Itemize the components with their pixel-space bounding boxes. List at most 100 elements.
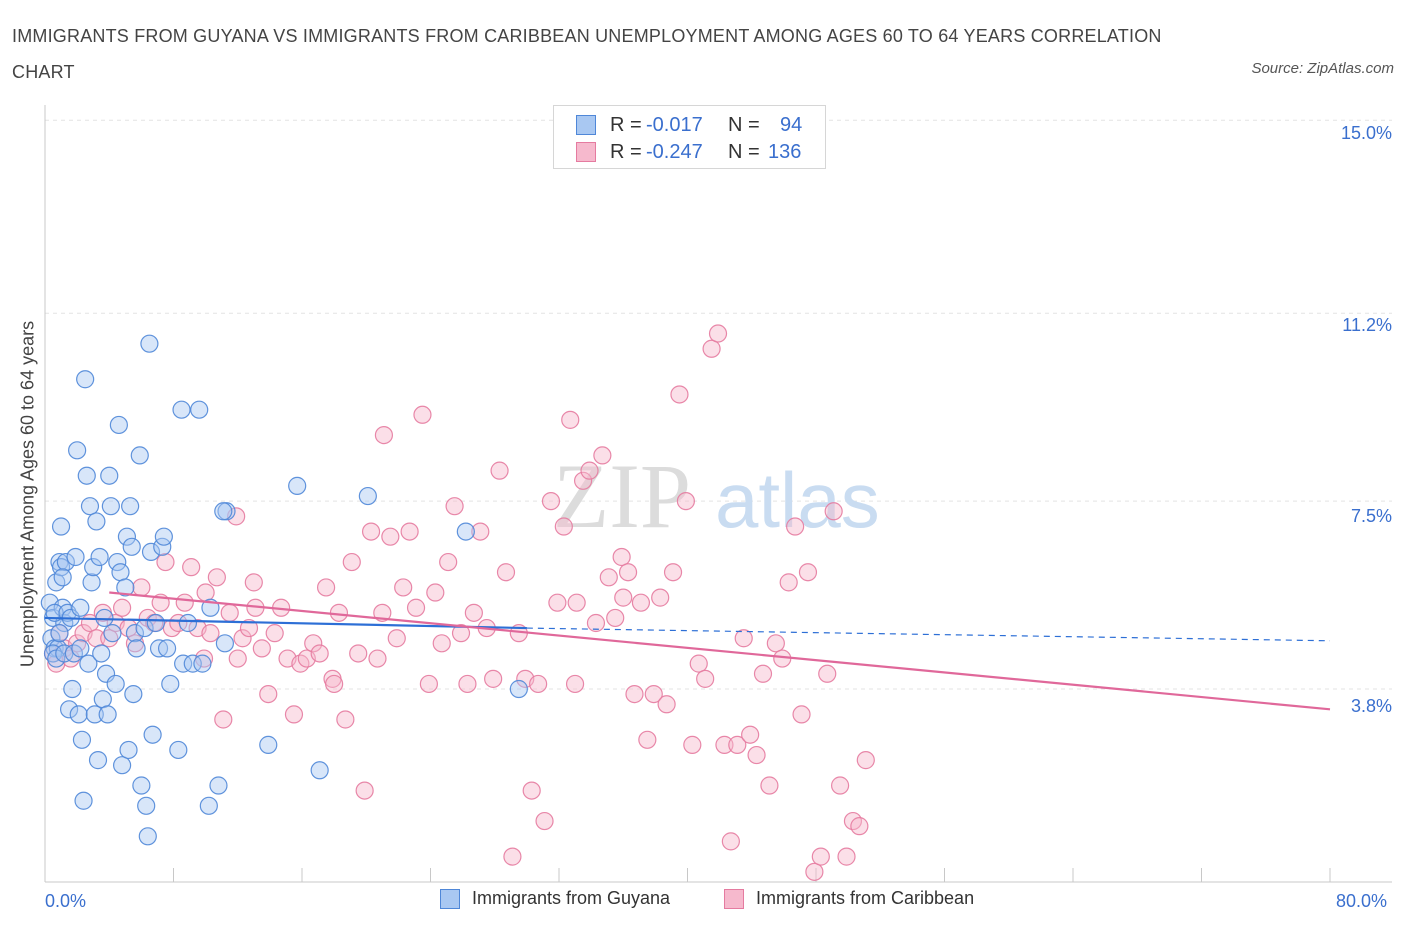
caribbean-point [451,624,471,643]
caribbean-point [766,634,785,653]
caribbean-point [593,446,612,465]
y-tick-label: 15.0% [1340,123,1392,143]
caribbean-point [426,583,445,602]
guyana-point [193,654,212,673]
caribbean-point [406,598,426,617]
guyana-point [100,466,119,485]
guyana-point [127,639,146,658]
caribbean-point [413,405,432,424]
chart-title: IMMIGRANTS FROM GUYANA VS IMMIGRANTS FRO… [12,26,1162,82]
caribbean-point [207,568,226,587]
r-value: -0.017 [646,113,703,136]
guyana-point [130,446,149,465]
caribbean-point [805,862,824,881]
caribbean-point [522,781,541,800]
guyana-point [109,415,128,435]
caribbean-point [387,629,406,648]
caribbean-point [239,618,259,638]
y-axis-label: Unemployment Among Ages 60 to 64 years [17,320,38,668]
caribbean-point [112,598,132,617]
caribbean-point [316,578,336,597]
n-value: 136 [768,140,802,163]
trend-lines [44,591,1331,711]
caribbean-point [586,613,606,633]
guyana-point [157,639,177,658]
series-guyana [40,334,528,846]
caribbean-point [614,588,633,607]
caribbean-point [824,502,843,521]
n-value: 94 [780,113,803,136]
caribbean-point [606,608,625,628]
guyana-point [154,527,173,546]
guyana-point [85,705,104,724]
caribbean-point [342,552,361,572]
guyana-point [138,827,157,846]
caribbean-point [683,735,702,754]
caribbean-point [132,578,151,597]
guyana-point [82,573,101,592]
guyana-point [72,730,92,749]
guyana-point [172,400,191,419]
caribbean-point [779,573,798,592]
guyana-swatch [576,115,596,135]
guyana-point [92,644,111,663]
caribbean-point [220,603,239,622]
caribbean-point [368,649,387,668]
caribbean-point [445,497,464,516]
x-tick-label: 80.0% [1336,891,1388,911]
guyana-point [509,679,528,699]
guyana-point [178,613,198,633]
caribbean-point [400,522,419,541]
guyana-point [71,598,90,617]
guyana-point [259,735,278,754]
guyana-point [108,552,127,572]
caribbean-point [818,664,837,683]
caribbean-point [373,603,392,622]
caribbean-point [644,684,663,704]
caribbean-point [490,461,509,480]
caribbean-point [259,684,278,704]
guyana-point [137,796,156,815]
guyana-point [209,776,228,795]
caribbean-point [304,634,323,653]
legend-item-caribbean[interactable]: Immigrants from Caribbean [724,888,974,909]
guyana-point [90,547,109,567]
caribbean-point [484,669,503,688]
caribbean-point [432,634,451,653]
guyana-point [51,517,71,536]
guyana-point [141,542,161,562]
caribbean-point [837,847,856,866]
caribbean-point [721,832,740,851]
caribbean-point [541,492,561,511]
caribbean-point [554,517,573,536]
stats-legend: R = -0.017 N = 94 R = -0.247 N = 136 [553,105,826,169]
caribbean-point [689,654,708,673]
y-tick-label: 3.8% [1350,696,1392,716]
caribbean-point [529,674,548,694]
caribbean-point [548,593,567,612]
guyana-point [143,725,162,744]
r-label: R = [610,113,642,136]
caribbean-point [708,324,728,343]
guyana-point [117,527,137,546]
caribbean-trend-line [109,591,1331,711]
legend-item-guyana[interactable]: Immigrants from Guyana [440,888,670,909]
caribbean-point [284,705,304,724]
guyana-point [76,370,95,389]
caribbean-point [573,471,593,490]
guyana-point [101,497,120,516]
x-tick-label: 0.0% [45,891,87,911]
guyana-point [456,522,475,541]
guyana-point [358,486,377,506]
caribbean-point [228,649,247,668]
guyana-point [121,497,140,516]
caribbean-point [156,552,175,572]
watermark-atlas: atlas [715,456,880,544]
watermark-zip: ZIP [553,445,691,547]
caribbean-point [325,674,344,694]
guyana-point [66,547,85,567]
caribbean-point [464,603,483,622]
caribbean-point [741,725,760,744]
caribbean-point [580,461,599,480]
caribbean-point [599,568,618,587]
